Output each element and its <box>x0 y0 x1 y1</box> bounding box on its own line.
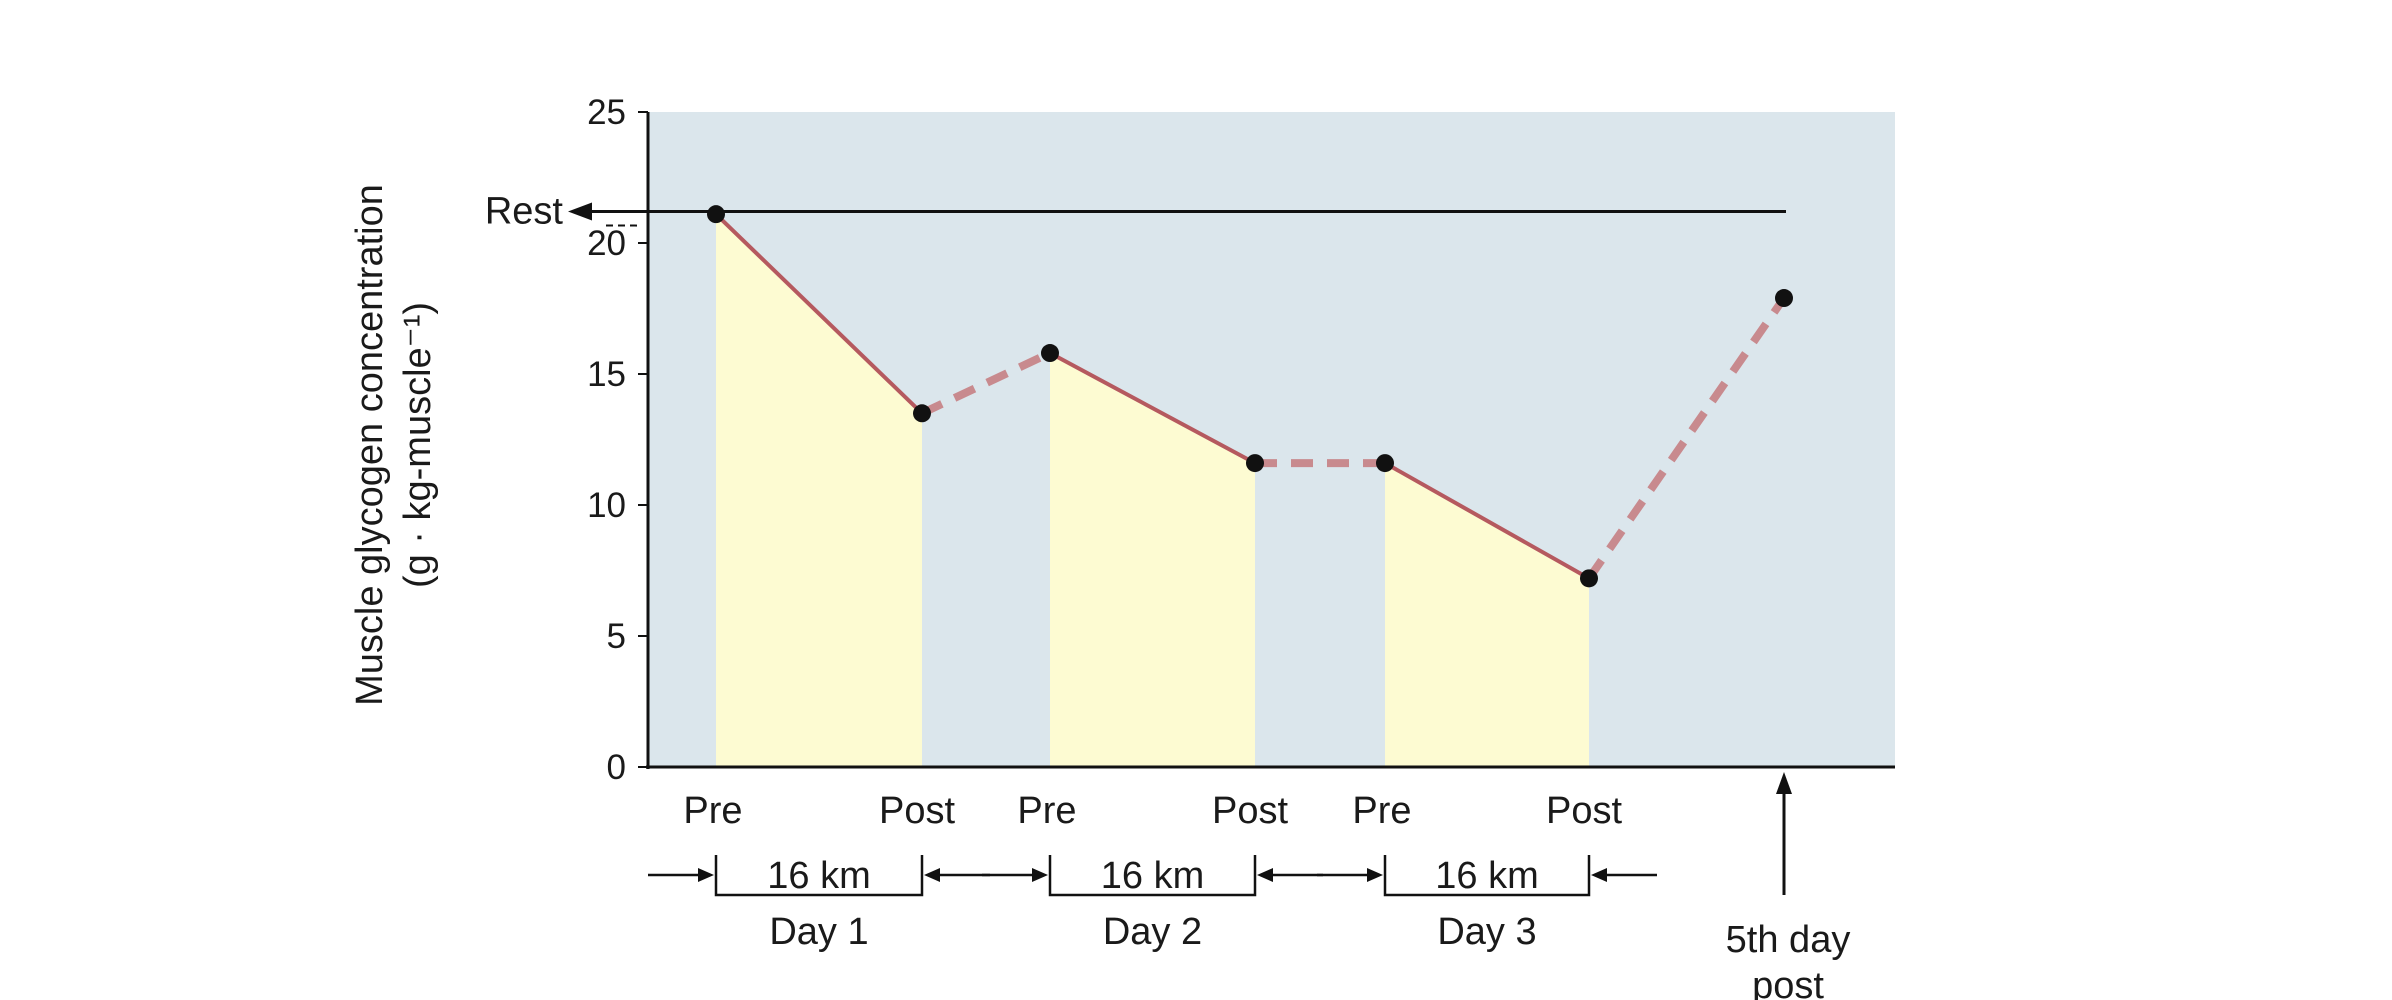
y-tick-label: 25 <box>587 93 626 132</box>
data-point <box>1775 289 1793 308</box>
arrow-left-icon <box>1591 868 1607 882</box>
exercise-area-day-1 <box>716 214 922 767</box>
rest-label: Rest <box>485 191 564 233</box>
distance-label: 16 km <box>1101 855 1204 897</box>
data-point <box>1376 454 1394 473</box>
recovery-label-line-2: post <box>1752 965 1824 1000</box>
day-label: Day 2 <box>1103 911 1202 953</box>
x-tick-label: Post <box>1212 790 1288 832</box>
data-point <box>1580 569 1598 588</box>
y-tick-label: 5 <box>607 617 626 656</box>
x-tick-label: Pre <box>1352 790 1411 832</box>
arrow-left-icon <box>1257 868 1273 882</box>
day-label: Day 1 <box>769 911 868 953</box>
data-point <box>707 205 725 224</box>
data-point <box>1041 344 1059 363</box>
data-point <box>1246 454 1264 473</box>
exercise-segment <box>1049 351 1256 465</box>
arrow-right-icon <box>1032 868 1048 882</box>
y-tick-label: 0 <box>607 748 626 787</box>
distance-bracket <box>714 855 924 897</box>
y-tick-label: 10 <box>587 486 626 525</box>
distance-bracket <box>1383 855 1591 897</box>
arrow-right-icon <box>1367 868 1383 882</box>
day-label: Day 3 <box>1437 911 1536 953</box>
distance-label: 16 km <box>1435 855 1538 897</box>
distance-label: 16 km <box>767 855 870 897</box>
y-axis-label-units: (g · kg-muscle⁻¹) <box>397 302 439 588</box>
arrow-up-icon <box>1776 772 1792 794</box>
x-tick-label: Pre <box>1017 790 1076 832</box>
x-tick-label: Pre <box>683 790 742 832</box>
recovery-segment <box>920 349 1052 417</box>
data-point <box>913 404 931 423</box>
exercise-segment <box>1384 461 1590 581</box>
exercise-segment <box>714 212 924 415</box>
exercise-area-day-2 <box>1050 353 1255 767</box>
distance-bracket <box>1048 855 1257 897</box>
y-axis-label: Muscle glycogen concentration <box>349 184 391 706</box>
y-tick-label: 20 <box>587 224 626 263</box>
recovery-label-line-1: 5th day <box>1726 919 1851 961</box>
x-tick-label: Post <box>1546 790 1622 832</box>
exercise-area-day-3 <box>1385 463 1589 767</box>
x-tick-label: Post <box>879 790 955 832</box>
arrow-right-icon <box>698 868 714 882</box>
y-tick-label: 15 <box>587 355 626 394</box>
rest-arrow-icon <box>568 202 592 221</box>
recovery-segment <box>1585 295 1788 581</box>
arrow-left-icon <box>924 868 940 882</box>
